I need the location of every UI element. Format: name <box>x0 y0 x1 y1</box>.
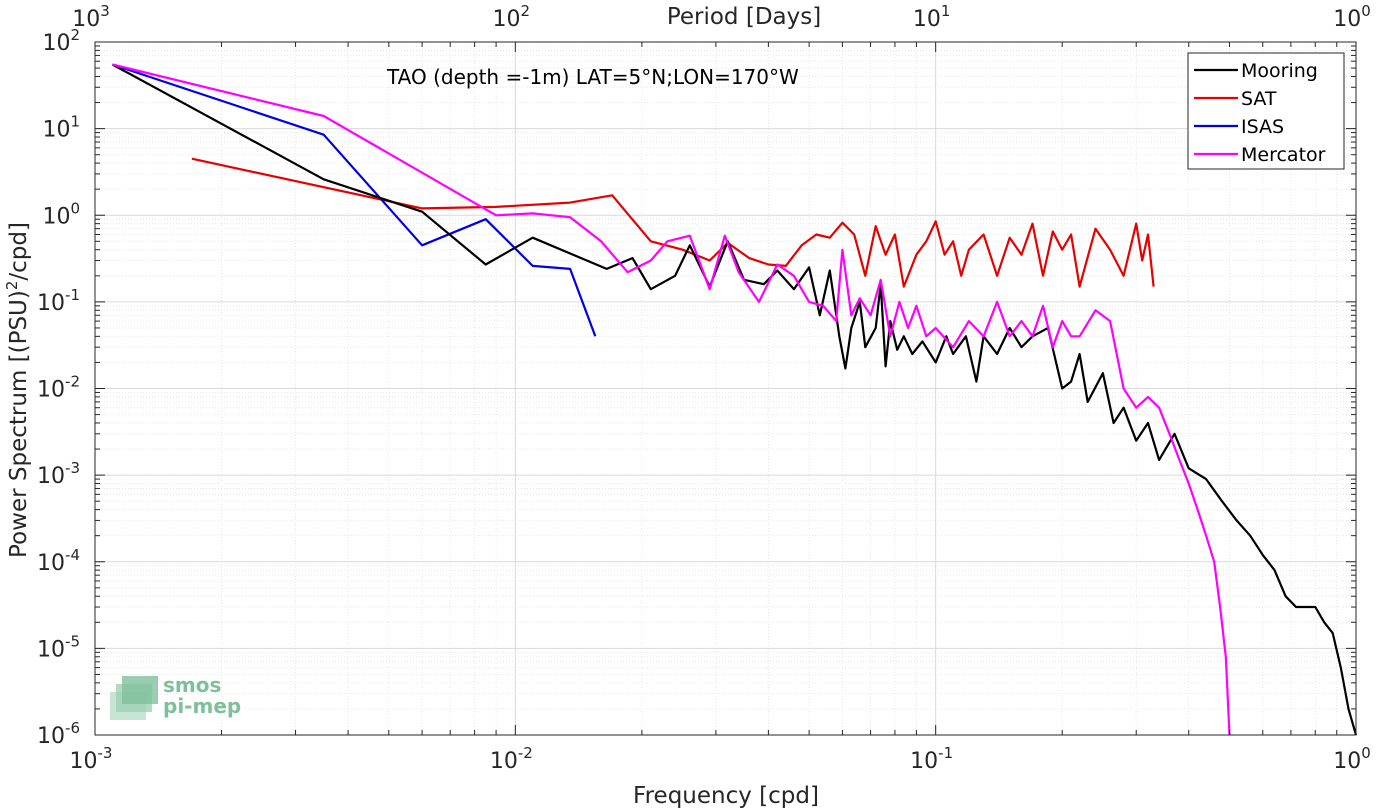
smos-pi-mep-logo: smos pi-mep <box>110 673 241 720</box>
grid-lines <box>94 41 1357 736</box>
y-tick-label: 100 <box>42 199 80 229</box>
top-tick-label: 101 <box>913 2 951 32</box>
logo-text-line2: pi-mep <box>163 694 241 718</box>
top-tick-label: 103 <box>72 2 110 32</box>
legend-label-isas: ISAS <box>1241 116 1284 138</box>
x-tick-label: 10-3 <box>70 744 113 774</box>
top-axis-label: Period [Days] <box>667 4 821 30</box>
y-tick-label: 101 <box>42 113 80 143</box>
x-tick-label: 10-1 <box>910 744 953 774</box>
logo-text-line1: smos <box>163 673 221 697</box>
logo-layer-3 <box>122 676 158 704</box>
y-axis-label-sup: 2 <box>3 281 21 291</box>
legend-label-mooring: Mooring <box>1241 60 1318 82</box>
y-tick-label: 10-1 <box>37 286 80 316</box>
y-axis-label: Power Spectrum [(PSU)2/cpd] <box>3 222 32 558</box>
legend: Mooring SAT ISAS Mercator <box>1187 52 1345 170</box>
chart-annotation: TAO (depth =-1m) LAT=5°N;LON=170°W <box>386 65 799 89</box>
y-tick-label: 102 <box>42 26 80 56</box>
legend-label-mercator: Mercator <box>1241 144 1326 166</box>
y-tick-label: 10-5 <box>37 632 80 662</box>
y-tick-label: 10-2 <box>37 373 80 403</box>
x-tick-label: 10-2 <box>490 744 533 774</box>
series-line-mooring <box>111 63 1358 736</box>
y-tick-label: 10-6 <box>37 719 80 749</box>
top-tick-label: 102 <box>493 2 531 32</box>
series-layer <box>111 63 1358 736</box>
x-axis-label: Frequency [cpd] <box>633 783 819 809</box>
y-tick-label: 10-4 <box>37 546 80 576</box>
y-axis-label-main: Power Spectrum [(PSU) <box>6 290 32 558</box>
x-tick-label: 100 <box>1333 744 1371 774</box>
legend-label-sat: SAT <box>1241 88 1277 110</box>
y-tick-label: 10-3 <box>37 459 80 489</box>
series-line-sat <box>191 157 1155 288</box>
series-line-mercator <box>112 63 1231 736</box>
tick-marks <box>94 41 1357 736</box>
top-tick-label: 100 <box>1333 2 1371 32</box>
legend-box <box>1187 52 1345 170</box>
y-axis-label-tail: /cpd] <box>6 222 32 281</box>
series-line-isas <box>112 63 597 337</box>
